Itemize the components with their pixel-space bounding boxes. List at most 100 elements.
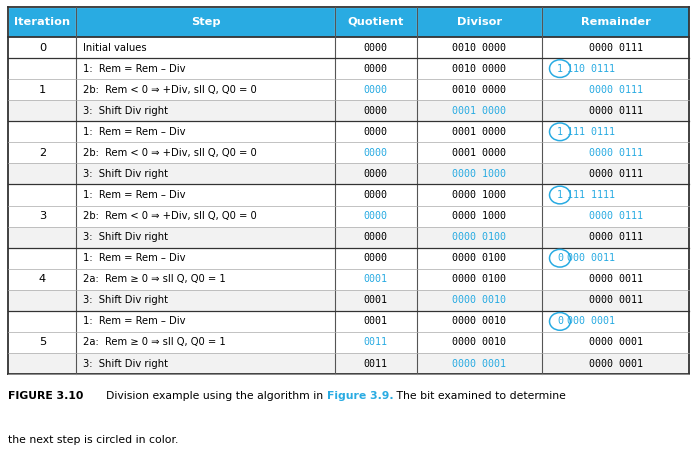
Bar <box>8 227 77 248</box>
Bar <box>542 121 689 142</box>
Bar <box>8 332 77 353</box>
Text: 0000: 0000 <box>364 64 388 73</box>
Bar <box>417 269 542 290</box>
Text: Remainder: Remainder <box>581 17 650 27</box>
Text: 3:  Shift Div right: 3: Shift Div right <box>83 295 168 305</box>
Text: Figure 3.9.: Figure 3.9. <box>326 391 393 401</box>
Text: 3:  Shift Div right: 3: Shift Div right <box>83 106 168 116</box>
Text: Quotient: Quotient <box>348 17 404 27</box>
Bar <box>542 185 689 206</box>
Text: 0001 0000: 0001 0000 <box>452 148 507 158</box>
Bar <box>417 206 542 227</box>
Bar <box>8 163 77 185</box>
Text: 0: 0 <box>557 253 563 263</box>
Text: 1: 1 <box>39 84 46 95</box>
Bar <box>335 311 417 332</box>
Text: 0000 0011: 0000 0011 <box>588 295 643 305</box>
Text: 4: 4 <box>39 274 46 284</box>
Text: 0000: 0000 <box>364 84 388 95</box>
Bar <box>417 227 542 248</box>
Text: 0000: 0000 <box>364 211 388 221</box>
Text: 0000 1000: 0000 1000 <box>452 211 507 221</box>
Text: 0000 0100: 0000 0100 <box>452 232 507 242</box>
Text: 1: 1 <box>557 127 563 137</box>
Text: 0000 0001: 0000 0001 <box>588 337 643 347</box>
Bar <box>335 248 417 269</box>
Text: 0000: 0000 <box>364 43 388 52</box>
Text: 0000 0111: 0000 0111 <box>588 106 643 116</box>
Bar <box>335 163 417 185</box>
Bar <box>8 100 77 121</box>
Text: 0000 0010: 0000 0010 <box>452 337 507 347</box>
Bar <box>542 227 689 248</box>
Bar <box>335 58 417 79</box>
Text: 0000 0111: 0000 0111 <box>588 232 643 242</box>
Text: 0001: 0001 <box>364 295 388 305</box>
Bar <box>8 353 77 374</box>
Text: 0000: 0000 <box>364 232 388 242</box>
Bar <box>77 311 335 332</box>
Text: 0000 0111: 0000 0111 <box>588 148 643 158</box>
Text: 000 0001: 000 0001 <box>567 316 615 326</box>
Text: 2b:  Rem < 0 ⇒ +Div, sll Q, Q0 = 0: 2b: Rem < 0 ⇒ +Div, sll Q, Q0 = 0 <box>83 84 257 95</box>
Text: 0000 0010: 0000 0010 <box>452 295 507 305</box>
Bar <box>335 290 417 311</box>
Text: 3:  Shift Div right: 3: Shift Div right <box>83 169 168 179</box>
Bar <box>542 163 689 185</box>
Text: Divisor: Divisor <box>457 17 502 27</box>
Bar <box>77 142 335 163</box>
Text: 0000: 0000 <box>364 106 388 116</box>
Text: 1:  Rem = Rem – Div: 1: Rem = Rem – Div <box>83 190 185 200</box>
Text: 0000 0100: 0000 0100 <box>452 274 507 284</box>
Bar <box>335 142 417 163</box>
Text: 1:  Rem = Rem – Div: 1: Rem = Rem – Div <box>83 127 185 137</box>
Bar <box>335 100 417 121</box>
Text: 0010 0000: 0010 0000 <box>452 64 507 73</box>
Text: Step: Step <box>191 17 220 27</box>
Text: 2b:  Rem < 0 ⇒ +Div, sll Q, Q0 = 0: 2b: Rem < 0 ⇒ +Div, sll Q, Q0 = 0 <box>83 148 257 158</box>
Text: 0000: 0000 <box>364 127 388 137</box>
Text: 0000 0111: 0000 0111 <box>588 211 643 221</box>
Bar <box>542 353 689 374</box>
Bar <box>8 121 77 142</box>
Text: 0010 0000: 0010 0000 <box>452 43 507 52</box>
Bar <box>542 79 689 100</box>
Text: 0: 0 <box>39 43 46 52</box>
Text: 0010 0000: 0010 0000 <box>452 84 507 95</box>
Bar <box>417 7 542 37</box>
Text: 0000 0011: 0000 0011 <box>588 274 643 284</box>
Bar <box>8 79 77 100</box>
Bar <box>542 290 689 311</box>
Bar <box>77 290 335 311</box>
Bar <box>8 311 77 332</box>
Text: 111 1111: 111 1111 <box>567 190 615 200</box>
Text: 000 0011: 000 0011 <box>567 253 615 263</box>
Text: 3: 3 <box>39 211 46 221</box>
Text: 110 0111: 110 0111 <box>567 64 615 73</box>
Bar <box>417 311 542 332</box>
Text: 0001 0000: 0001 0000 <box>452 127 507 137</box>
Text: 0000 1000: 0000 1000 <box>452 190 507 200</box>
Bar <box>417 185 542 206</box>
Bar <box>335 185 417 206</box>
Bar <box>77 58 335 79</box>
Text: 0000 0111: 0000 0111 <box>588 169 643 179</box>
Bar <box>77 37 335 58</box>
Bar <box>417 163 542 185</box>
Bar <box>77 206 335 227</box>
Bar <box>417 332 542 353</box>
Text: 0000 0001: 0000 0001 <box>588 358 643 369</box>
Bar <box>542 100 689 121</box>
Text: 2a:  Rem ≥ 0 ⇒ sll Q, Q0 = 1: 2a: Rem ≥ 0 ⇒ sll Q, Q0 = 1 <box>83 274 226 284</box>
Text: 3:  Shift Div right: 3: Shift Div right <box>83 232 168 242</box>
Bar <box>77 79 335 100</box>
Bar <box>335 7 417 37</box>
Bar <box>542 58 689 79</box>
Bar <box>77 7 335 37</box>
Text: FIGURE 3.10: FIGURE 3.10 <box>8 391 84 401</box>
Bar <box>335 332 417 353</box>
Text: 5: 5 <box>39 337 46 347</box>
Bar <box>335 121 417 142</box>
Text: 0000: 0000 <box>364 148 388 158</box>
Bar <box>335 37 417 58</box>
